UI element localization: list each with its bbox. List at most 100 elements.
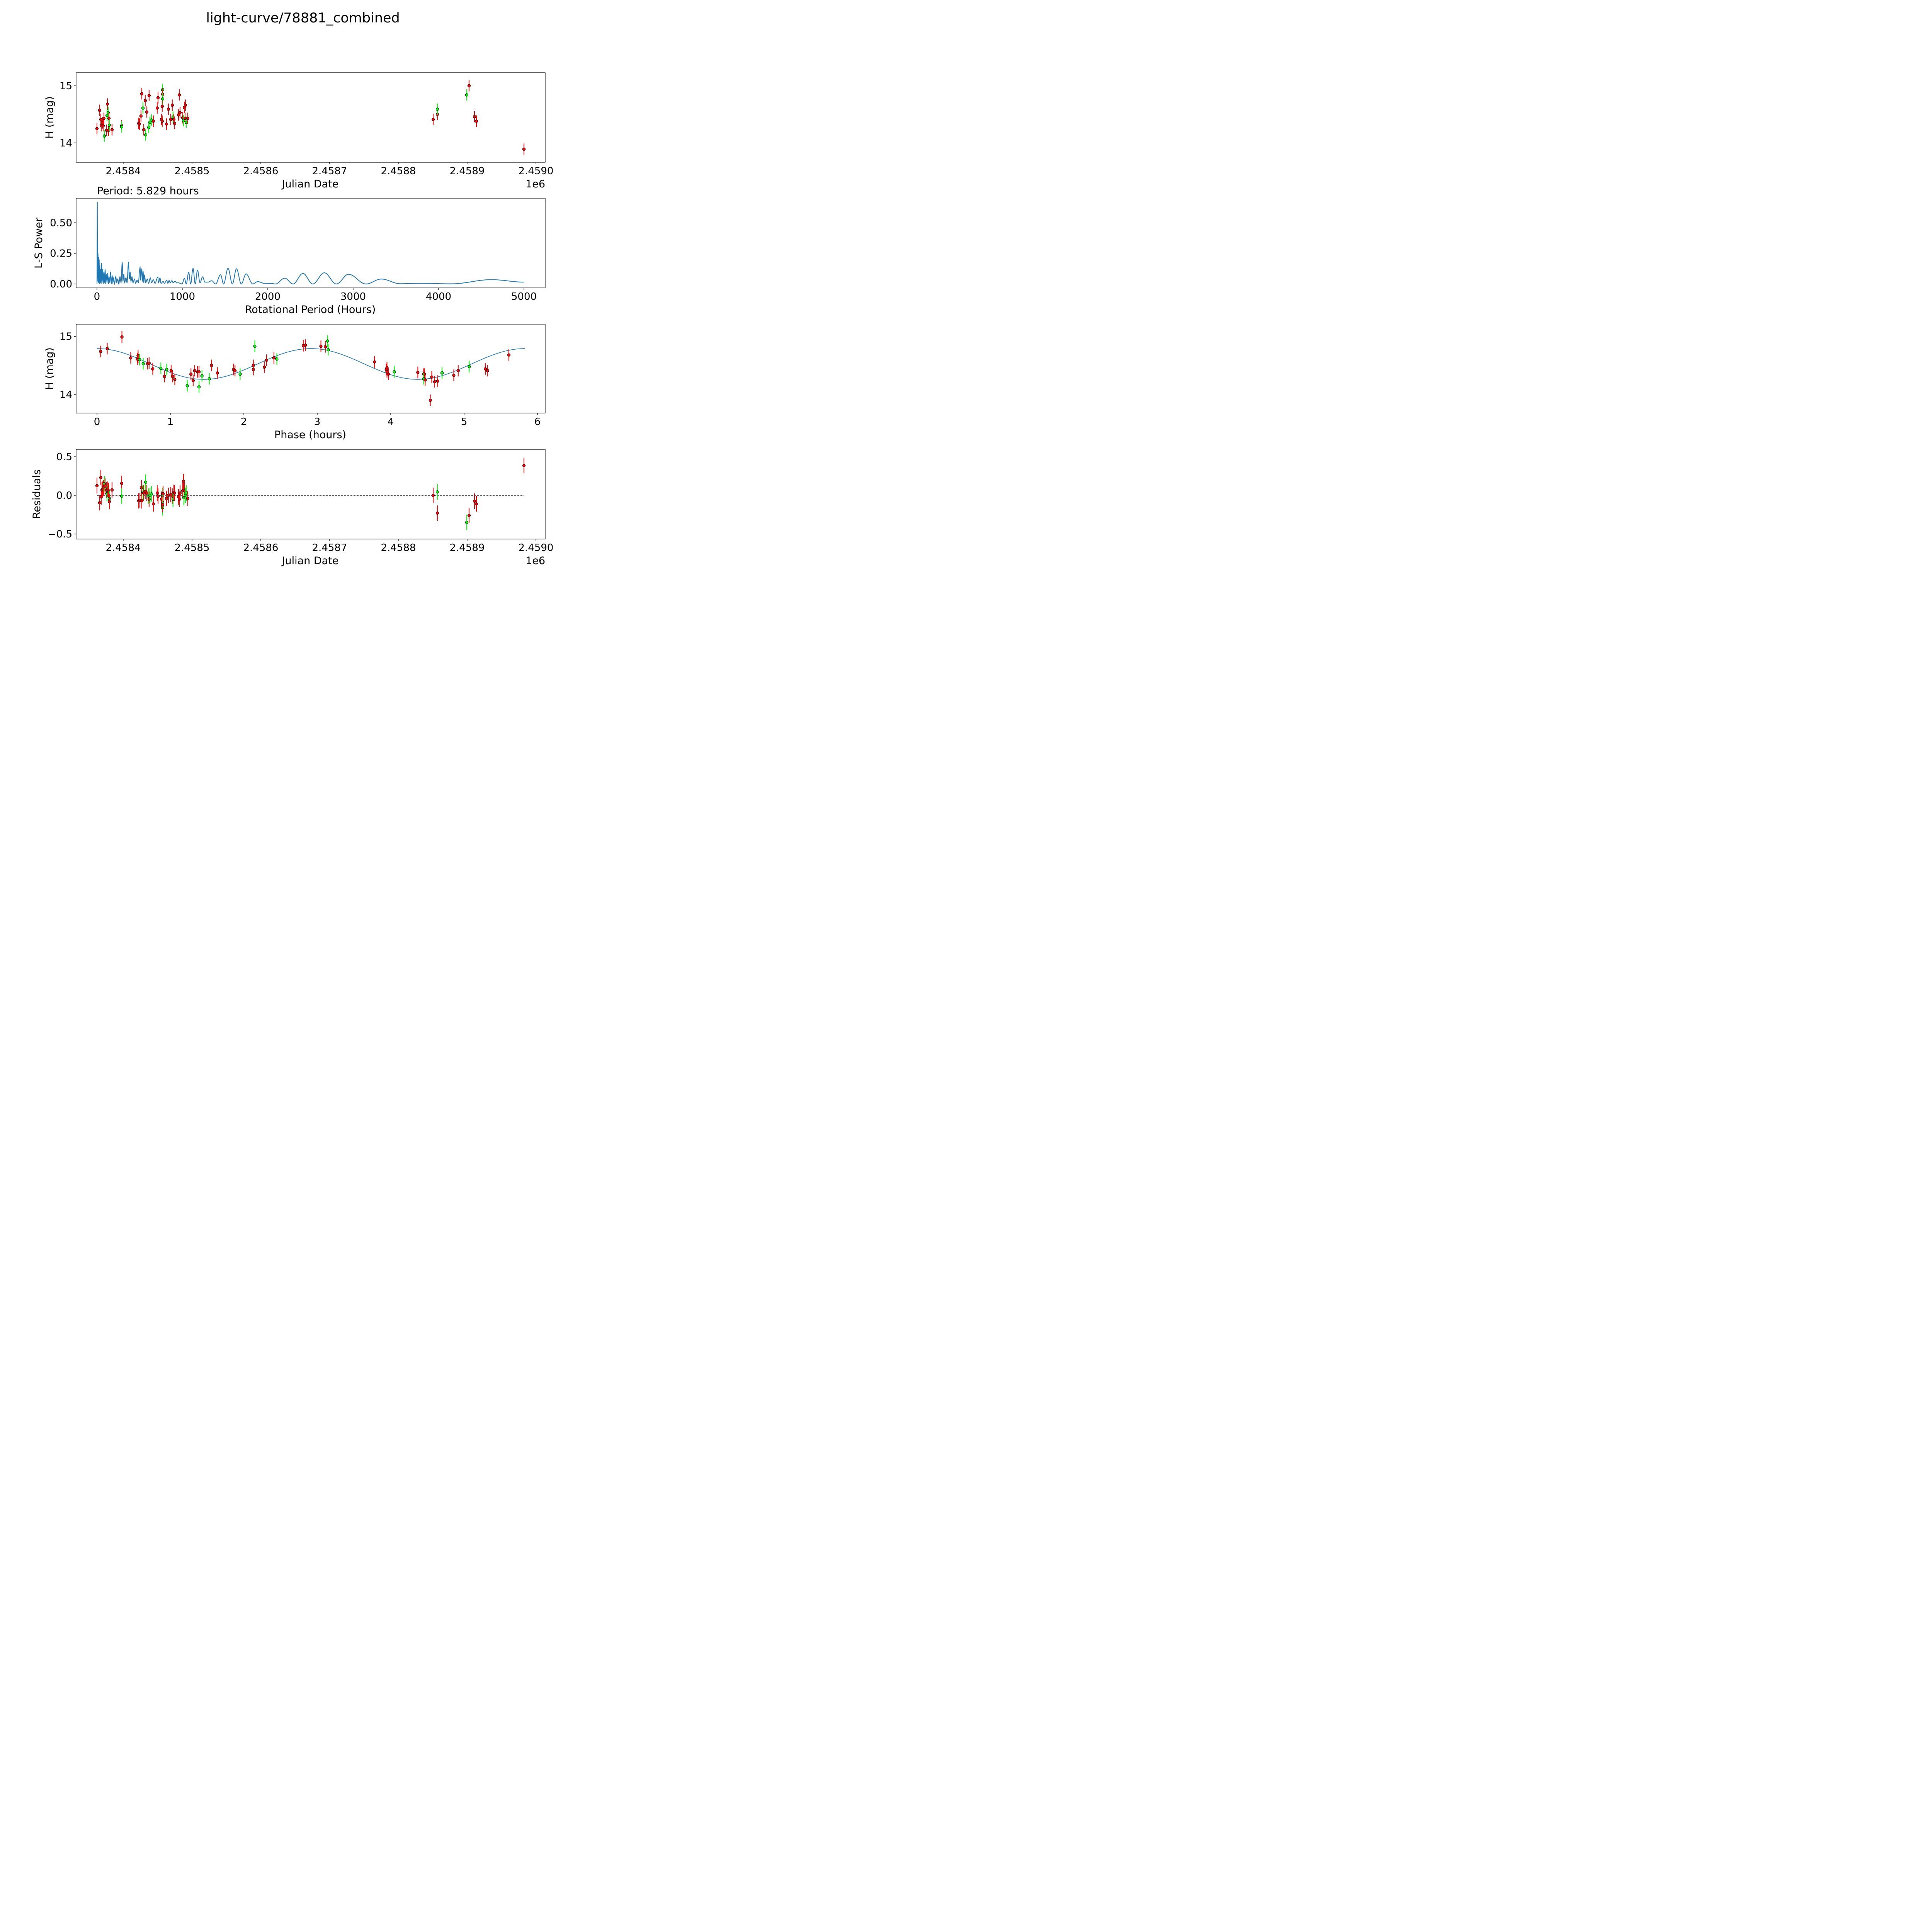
data-marker <box>139 114 143 118</box>
data-point <box>129 352 133 364</box>
y-tick-label: 0.5 <box>56 451 72 463</box>
data-marker <box>138 358 141 361</box>
data-point <box>169 487 172 502</box>
data-point <box>429 394 432 406</box>
data-marker <box>105 347 109 350</box>
data-marker <box>253 345 257 348</box>
data-marker <box>200 374 204 378</box>
data-point <box>147 90 151 101</box>
data-point <box>169 114 172 125</box>
x-axis-label: Rotational Period (Hours) <box>245 304 376 316</box>
data-point <box>107 112 111 124</box>
data-point <box>165 364 168 376</box>
data-marker <box>142 128 146 131</box>
data-point <box>373 356 376 368</box>
data-point <box>103 478 107 494</box>
data-marker <box>193 369 196 372</box>
data-marker <box>160 119 164 123</box>
x-axis-label: Phase (hours) <box>274 429 346 441</box>
data-marker <box>177 93 181 97</box>
data-point <box>177 89 181 101</box>
data-marker <box>102 134 106 138</box>
data-point <box>102 112 106 124</box>
data-marker <box>435 107 439 111</box>
data-point <box>102 130 106 142</box>
data-marker <box>210 364 213 367</box>
x-tick-label: 0 <box>94 291 100 303</box>
data-marker <box>433 380 437 383</box>
data-point <box>151 363 155 375</box>
data-point <box>327 344 330 356</box>
data-marker <box>173 122 177 125</box>
data-marker <box>165 368 168 371</box>
data-marker <box>430 375 434 379</box>
panel-light-curve: 2.4584 2.4585 2.4586 2.4587 2.4588 2.4589 2.45… <box>44 72 553 190</box>
data-marker <box>145 110 149 114</box>
data-marker <box>95 484 99 488</box>
data-point <box>160 100 164 112</box>
data-point <box>145 106 149 118</box>
data-point <box>110 482 114 498</box>
data-point <box>140 88 144 100</box>
x-tick-label: 2.4586 <box>243 165 278 177</box>
data-marker <box>373 360 376 364</box>
data-point <box>252 364 255 376</box>
y-axis-label: H (mag) <box>44 96 56 139</box>
x-tick-label: 2 <box>241 416 247 428</box>
data-marker <box>522 464 526 468</box>
data-marker <box>169 118 172 121</box>
data-marker <box>431 493 435 497</box>
data-point <box>484 363 487 375</box>
data-point <box>159 362 163 374</box>
data-marker <box>144 480 148 484</box>
data-point <box>186 112 190 124</box>
panel-phase-folded: 0 1 2 3 4 5 6 14 15 Phase (hours) H (mag) <box>44 324 546 441</box>
data-point <box>474 496 478 512</box>
data-marker <box>265 359 268 362</box>
data-point <box>326 335 329 347</box>
data-marker <box>216 371 219 375</box>
data-point <box>150 486 153 502</box>
data-point <box>120 488 124 504</box>
data-point <box>182 474 185 489</box>
data-marker <box>170 104 174 107</box>
data-marker <box>99 350 102 353</box>
data-point <box>173 485 177 501</box>
data-point <box>144 474 148 490</box>
data-marker <box>184 491 188 495</box>
data-point <box>473 493 476 509</box>
data-point <box>465 89 468 101</box>
data-point <box>144 129 148 141</box>
data-point <box>171 371 174 383</box>
data-marker <box>416 371 420 374</box>
data-marker <box>197 385 201 389</box>
x-tick-label: 5 <box>461 416 468 428</box>
data-marker <box>486 369 489 372</box>
plot-area <box>96 202 524 285</box>
data-point <box>178 107 182 119</box>
data-marker <box>98 501 101 505</box>
data-marker <box>120 335 124 339</box>
data-point <box>147 357 151 369</box>
data-point <box>423 374 427 386</box>
y-tick-label: 14 <box>60 389 72 401</box>
x-offset-label: 1e6 <box>526 555 545 567</box>
panel-periodogram: 0 1000 2000 3000 4000 5000 0.00 0.25 0.50 Rotatio… <box>33 198 546 316</box>
data-point <box>430 371 434 383</box>
data-marker <box>272 356 276 360</box>
data-marker <box>107 117 111 120</box>
x-tick-label: 2.4584 <box>105 165 141 177</box>
data-point <box>416 366 420 378</box>
data-point <box>522 143 526 155</box>
data-marker <box>120 481 124 485</box>
data-marker <box>436 379 439 383</box>
data-point <box>107 119 111 131</box>
data-point <box>161 93 165 105</box>
data-marker <box>99 476 103 480</box>
data-point <box>486 365 489 377</box>
data-point <box>120 121 124 133</box>
data-marker <box>233 369 237 372</box>
data-point <box>431 114 435 125</box>
figure: light-curve/78881_combined Period: 5.829… <box>0 0 603 603</box>
data-marker <box>186 497 190 500</box>
